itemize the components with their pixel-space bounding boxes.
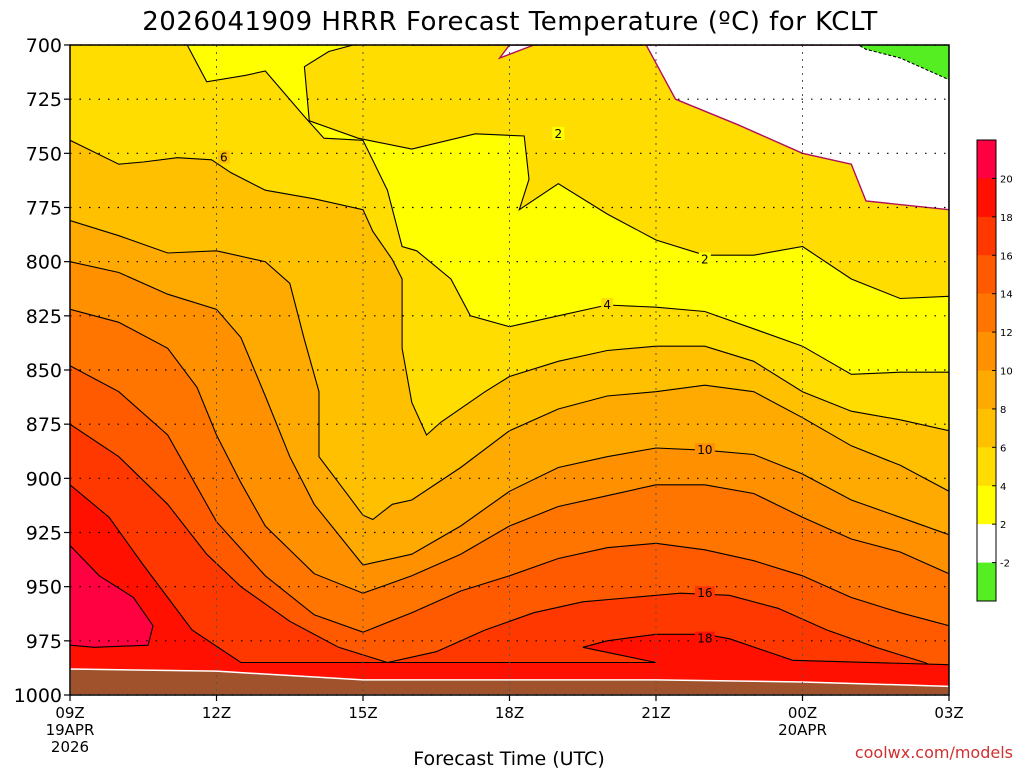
contour-label-18: 18	[697, 632, 712, 646]
contour-labels: 6 2 2 4 10 16 18	[217, 126, 715, 646]
band-minus4c	[857, 45, 949, 81]
colorbar-swatch	[977, 485, 996, 525]
x-tick-label: 09Z	[55, 704, 84, 722]
colorbar-label: 10	[1000, 367, 1013, 378]
colorbar-label: 2	[1000, 520, 1006, 531]
x-tick-label: 21Z	[641, 704, 670, 722]
y-tick-label: 775	[26, 198, 62, 220]
y-tick-label: 725	[26, 89, 62, 111]
colorbar-label: -2	[1000, 559, 1010, 570]
x-tick-label: 03Z	[934, 704, 963, 722]
contour-label-6: 6	[220, 151, 228, 165]
colorbar-swatch	[977, 216, 996, 256]
colorbar-label: 14	[1000, 290, 1013, 301]
x-tick-label: 00Z	[788, 704, 817, 722]
contour-label-bg	[552, 126, 565, 140]
y-tick-label: 800	[26, 252, 62, 274]
colorbar-label: 20	[1000, 174, 1013, 185]
contour-label-4: 4	[603, 298, 611, 312]
y-tick-label: 750	[26, 143, 62, 165]
x-tick-label: 15Z	[348, 704, 377, 722]
colorbar-label: 8	[1000, 405, 1006, 416]
colorbar-label: 16	[1000, 251, 1013, 262]
x-axis-label: Forecast Time (UTC)	[413, 748, 604, 768]
credit-text: coolwx.com/models	[855, 743, 1013, 762]
y-tick-label: 975	[26, 631, 62, 653]
contour-label-2: 2	[555, 127, 563, 141]
colorbar-swatch	[977, 255, 996, 294]
colorbar-swatch	[977, 447, 996, 487]
x-tick-label: 12Z	[202, 704, 231, 722]
colorbar-swatch	[977, 524, 996, 563]
colorbar-swatch	[977, 408, 996, 448]
colorbar-label: 12	[1000, 328, 1013, 339]
band-18c	[70, 484, 949, 695]
contour-label-16: 16	[697, 586, 712, 600]
y-tick-label: 900	[26, 468, 62, 490]
contour-label-bg	[694, 443, 715, 457]
colorbar: 20 18 16 14 12 10 8 6 4 2 -2	[976, 139, 1013, 602]
contour-label-2: 2	[701, 253, 709, 267]
colorbar-swatch	[977, 332, 996, 371]
x-tick-label: 18Z	[495, 704, 524, 722]
contour-label-bg	[694, 586, 715, 600]
y-tick-label: 825	[26, 306, 62, 328]
y-tick-label: 1000	[14, 685, 62, 707]
y-tick-label: 700	[26, 35, 62, 57]
contour-label-bg	[694, 631, 715, 645]
colorbar-swatch	[977, 562, 996, 602]
colorbar-swatch	[977, 140, 996, 179]
y-axis-ticks: 700 725 750 775 800 825 850 875 900 925 950 975 1000	[14, 35, 70, 707]
band-20c	[70, 544, 154, 648]
colorbar-label: 4	[1000, 482, 1006, 493]
y-tick-label: 925	[26, 523, 62, 545]
contour-label-bg	[698, 252, 711, 266]
band-minus2c	[411, 45, 949, 211]
y-tick-label: 950	[26, 577, 62, 599]
chart-title: 2026041909 HRRR Forecast Temperature (ºC…	[142, 7, 877, 37]
colorbar-label: 6	[1000, 443, 1006, 454]
x-tick-date: 20APR	[778, 721, 827, 739]
colorbar-swatch	[977, 293, 996, 333]
colorbar-label: 18	[1000, 213, 1013, 224]
x-tick-year: 2026	[51, 738, 89, 756]
contour-label-bg	[601, 298, 614, 311]
colorbar-swatch	[977, 370, 996, 410]
y-tick-label: 875	[26, 414, 62, 436]
colorbar-swatch	[977, 178, 996, 218]
y-tick-label: 850	[26, 360, 62, 382]
contour-label-10: 10	[697, 443, 712, 457]
contour-label-bg	[217, 150, 230, 164]
x-tick-date: 19APR	[46, 721, 95, 739]
